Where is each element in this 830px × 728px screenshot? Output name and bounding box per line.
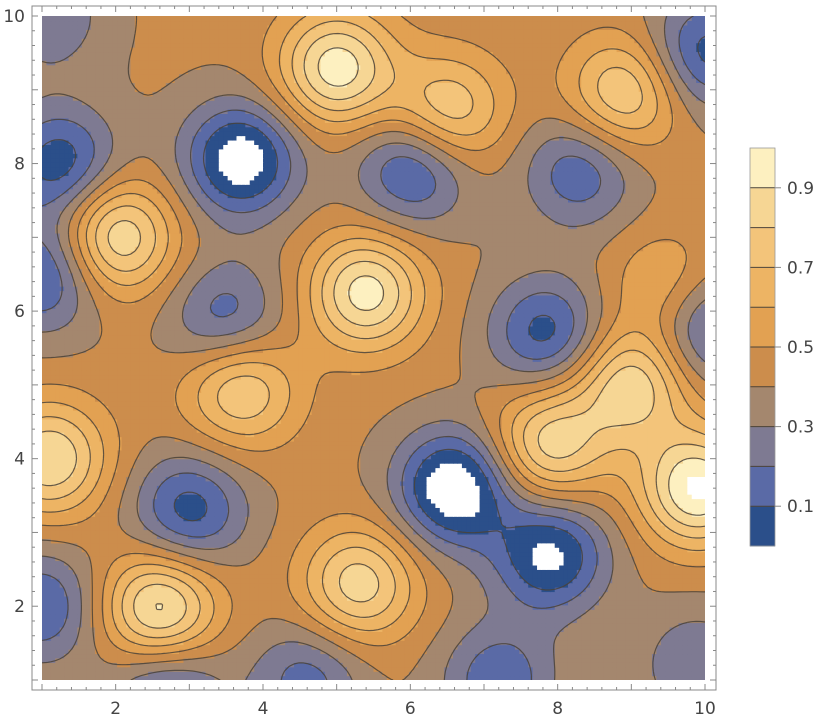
legend-swatch (750, 307, 775, 347)
legend: 0.1 0.3 0.5 0.7 0.9 (750, 148, 814, 547)
legend-tick-label: 0.1 (787, 497, 814, 517)
legend-swatch (750, 387, 775, 427)
legend-swatch (750, 148, 775, 188)
y-tick-label: 4 (14, 450, 25, 470)
legend-swatch (750, 347, 775, 387)
x-tick-label: 4 (258, 699, 269, 719)
legend-tick-label: 0.5 (787, 338, 814, 358)
x-tick-label: 2 (110, 699, 121, 719)
legend-tick-label: 0.9 (787, 179, 814, 199)
contour-field (42, 16, 706, 681)
legend-swatch (750, 427, 775, 467)
x-tick-label: 8 (552, 699, 563, 719)
y-tick-label: 6 (14, 302, 25, 322)
legend-swatch (750, 267, 775, 307)
x-tick-label: 10 (694, 699, 716, 719)
y-tick-label: 2 (14, 597, 25, 617)
legend-swatch (750, 466, 775, 506)
y-tick-label: 10 (3, 7, 25, 27)
legend-swatch (750, 188, 775, 228)
y-tick-label: 8 (14, 155, 25, 175)
legend-swatch (750, 228, 775, 268)
legend-tick-label: 0.3 (787, 418, 814, 438)
x-tick-label: 6 (405, 699, 416, 719)
legend-swatch (750, 506, 775, 546)
legend-tick-label: 0.7 (787, 258, 814, 278)
contour-fill (42, 16, 706, 681)
